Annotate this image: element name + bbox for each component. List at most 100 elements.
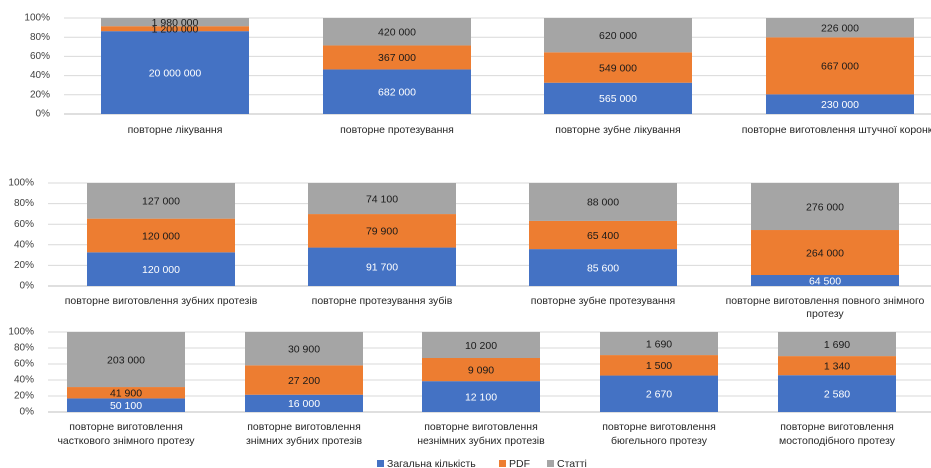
data-label: 1 500 (646, 360, 672, 372)
y-tick-label: 0% (20, 281, 35, 292)
category-label: бюгельного протезу (611, 435, 708, 447)
bar-segment (544, 82, 692, 114)
category-label: повторне виготовлення (424, 421, 538, 433)
y-tick-label: 60% (14, 219, 34, 230)
category-label: повторне лікування (128, 124, 223, 136)
bar-segment (308, 183, 456, 215)
data-label: 667 000 (821, 61, 859, 73)
bar-segment (87, 218, 235, 253)
bar-segment (67, 387, 185, 399)
data-label: 12 100 (465, 391, 497, 403)
category-label: повторне виготовлення (247, 421, 361, 433)
data-label: 79 900 (366, 226, 398, 238)
category-label: повторне протезування зубів (312, 295, 453, 307)
y-tick-label: 100% (8, 178, 34, 189)
data-label: 88 000 (587, 197, 619, 209)
bar-segment (766, 18, 914, 38)
category-label: повторне виготовлення зубних протезів (65, 295, 258, 307)
bar-segment (751, 230, 899, 276)
y-tick-label: 0% (36, 109, 51, 120)
category-label: повторне виготовлення (602, 421, 716, 433)
data-label: 264 000 (806, 247, 844, 259)
bar-segment (778, 356, 896, 376)
y-tick-label: 80% (14, 198, 34, 209)
data-label: 10 200 (465, 340, 497, 352)
legend-swatch (377, 460, 384, 467)
bar-segment (544, 18, 692, 53)
bar-segment (778, 332, 896, 357)
legend-label: PDF (509, 458, 530, 468)
bar-segment (101, 26, 249, 32)
legend: Загальна кількість PDF Статті (377, 458, 587, 468)
data-label: 203 000 (107, 354, 145, 366)
bar-segment (422, 357, 540, 382)
y-tick-label: 60% (14, 359, 34, 370)
y-tick-label: 100% (24, 13, 50, 24)
bar-segment (778, 375, 896, 412)
y-tick-label: 20% (14, 391, 34, 402)
bar-segment (101, 31, 249, 114)
y-tick-label: 60% (30, 51, 50, 62)
data-label: 30 900 (288, 343, 320, 355)
category-label: повторне виготовлення повного знімного (726, 295, 925, 307)
y-tick-label: 20% (14, 260, 34, 271)
data-label: 85 600 (587, 262, 619, 274)
data-label: 226 000 (821, 22, 859, 34)
bar-segment (529, 249, 677, 286)
category-label: незнімних зубних протезів (417, 435, 545, 447)
bar-segment (87, 252, 235, 286)
y-tick-label: 80% (14, 343, 34, 354)
legend-swatch (499, 460, 506, 467)
category-label: повторне протезування (340, 124, 454, 136)
data-label: 120 000 (142, 264, 180, 276)
data-label: 41 900 (110, 388, 142, 400)
bar-segment (308, 247, 456, 286)
y-tick-label: 80% (30, 32, 50, 43)
category-label: повторне зубне лікування (555, 124, 680, 136)
bar-segment (600, 355, 718, 376)
data-label: 565 000 (599, 93, 637, 105)
data-label: 74 100 (366, 193, 398, 205)
bar-segment (422, 381, 540, 412)
chart-2: 100% 80% 60% 40% 20% 0% 120 000 120 000 127 000 п… (8, 178, 931, 320)
data-label: 1 340 (824, 360, 850, 372)
bar-segment (751, 275, 899, 286)
bar-segment (751, 183, 899, 231)
bar-segment (766, 37, 914, 95)
data-label: 16 000 (288, 398, 320, 410)
y-tick-label: 20% (30, 89, 50, 100)
data-label: 2 670 (646, 389, 672, 401)
data-label: 620 000 (599, 30, 637, 42)
data-label: 20 000 000 (149, 67, 202, 79)
bar-segment (323, 45, 471, 70)
category-label: мостоподібного протезу (779, 435, 896, 447)
bar-segment (529, 220, 677, 250)
category-label: повторне виготовлення (69, 421, 183, 433)
data-label: 9 090 (468, 364, 494, 376)
legend-swatch (547, 460, 554, 467)
category-label: часткового знімного протезу (57, 435, 195, 447)
data-label: 1 980 000 (152, 17, 199, 29)
bar-segment (67, 398, 185, 412)
y-tick-label: 40% (30, 70, 50, 81)
bar-segment (323, 69, 471, 114)
y-tick-label: 40% (14, 239, 34, 250)
category-label: повторне зубне протезування (531, 295, 675, 307)
category-label: протезу (806, 308, 844, 320)
data-label: 276 000 (806, 201, 844, 213)
bar-segment (245, 332, 363, 366)
data-label: 420 000 (378, 27, 416, 39)
data-label: 120 000 (142, 230, 180, 242)
bar-segment (245, 394, 363, 412)
data-label: 1 690 (824, 339, 850, 351)
bar-segment (67, 332, 185, 388)
bar-segment (529, 183, 677, 221)
bar-segment (308, 214, 456, 248)
data-label: 230 000 (821, 99, 859, 111)
data-label: 682 000 (378, 86, 416, 98)
data-label: 127 000 (142, 196, 180, 208)
y-tick-label: 100% (8, 327, 34, 338)
bar-segment (87, 183, 235, 219)
legend-label: Статті (557, 458, 587, 468)
